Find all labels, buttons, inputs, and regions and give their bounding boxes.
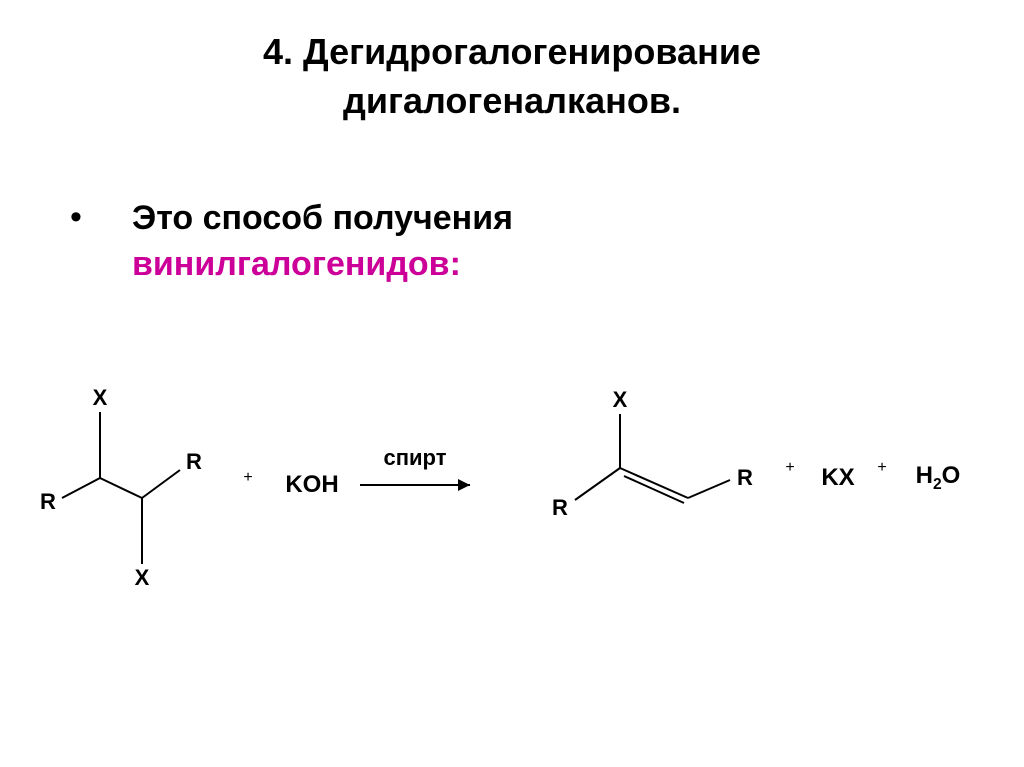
reactant-r2: R	[186, 449, 202, 475]
plus-2: +	[785, 459, 794, 477]
reactant-x1: X	[93, 385, 108, 411]
product-x: X	[613, 387, 628, 413]
reactant-x2: X	[135, 565, 150, 591]
slide-title: 4. Дегидрогалогенирование дигалогеналкан…	[0, 28, 1024, 125]
h2o-h: H	[916, 462, 933, 489]
reactant-r1: R	[40, 489, 56, 515]
h2o-sub: 2	[933, 476, 942, 493]
slide: 4. Дегидрогалогенирование дигалогеналкан…	[0, 0, 1024, 767]
title-line-2: дигалогеналканов.	[343, 80, 681, 121]
plus-3: +	[877, 459, 886, 477]
body-line-1: Это способ получения	[132, 196, 892, 242]
product-r2: R	[737, 465, 753, 491]
arrow-condition: спирт	[384, 445, 447, 471]
bullet-marker: •	[70, 198, 82, 237]
reagent-koh: KOH	[285, 471, 338, 499]
byproduct-kx: KX	[821, 464, 854, 492]
title-line-1: 4. Дегидрогалогенирование	[263, 31, 761, 72]
reactant-bonds	[0, 350, 1024, 610]
product-r1: R	[552, 495, 568, 521]
body-text: Это способ получения винилгалогенидов:	[132, 196, 892, 288]
h2o-o: O	[942, 462, 961, 489]
byproduct-h2o: H2O	[916, 462, 961, 494]
body-line-2: винилгалогенидов:	[132, 242, 892, 288]
plus-1: +	[243, 469, 252, 487]
reaction-scheme: X X R R + KOH спирт X R R + KX + H2O	[0, 350, 1024, 610]
